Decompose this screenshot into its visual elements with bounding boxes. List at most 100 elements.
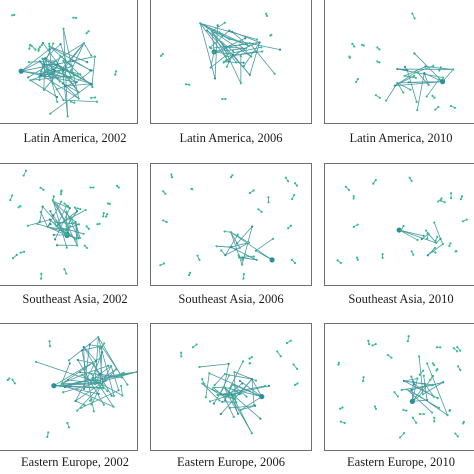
network-edge	[27, 219, 51, 227]
component-node	[248, 357, 251, 360]
network-node	[110, 394, 113, 397]
component-node	[51, 198, 54, 202]
network-node	[38, 75, 41, 78]
network-node	[41, 205, 44, 208]
network-node	[86, 61, 89, 64]
network-node	[244, 37, 247, 40]
network-node	[215, 245, 218, 248]
network-node	[73, 206, 76, 209]
network-node	[38, 78, 41, 81]
network-edge	[251, 379, 255, 405]
network-edges	[216, 226, 274, 265]
component-node	[398, 436, 402, 439]
network-node	[121, 376, 124, 379]
component-node	[418, 373, 421, 376]
network-node	[234, 248, 237, 251]
component-node	[248, 362, 251, 365]
component-node	[221, 97, 224, 101]
network-node	[48, 48, 51, 51]
network-edge	[202, 383, 220, 395]
component-node	[449, 242, 452, 245]
component-node	[402, 432, 406, 435]
network-node	[112, 405, 115, 408]
network-node	[91, 362, 94, 365]
component-node	[290, 258, 294, 261]
network-node	[406, 388, 409, 391]
network-edge	[224, 383, 243, 398]
component-node	[402, 224, 405, 228]
component-node	[362, 44, 365, 47]
component-node	[164, 192, 167, 195]
component-node	[241, 258, 244, 261]
component-node	[40, 43, 44, 46]
network-edge	[255, 250, 273, 261]
network-edge	[75, 221, 81, 238]
component-node	[343, 421, 346, 425]
network-edges	[35, 336, 137, 412]
network-edge	[255, 238, 274, 252]
component-node	[19, 251, 22, 254]
network-node	[27, 76, 30, 79]
network-edge	[249, 42, 275, 75]
network-edge	[236, 226, 253, 244]
network-node	[410, 375, 413, 378]
network-node	[48, 218, 52, 221]
network-node	[90, 372, 93, 375]
panel-caption-eastern-europe-2006: Eastern Europe, 2006	[177, 455, 285, 469]
network-node	[234, 398, 237, 401]
component-node	[114, 73, 117, 76]
component-node	[339, 261, 342, 264]
network-edge	[394, 81, 443, 87]
network-node	[52, 42, 55, 45]
network-panel-southeast-asia-2002	[0, 163, 138, 286]
component-node	[449, 192, 453, 195]
network-edge	[239, 380, 263, 397]
network-node	[422, 234, 425, 237]
component-node	[161, 52, 164, 56]
component-node	[106, 202, 110, 205]
network-edge	[205, 373, 210, 398]
network-node	[95, 100, 99, 103]
network-node	[64, 228, 67, 232]
network-node	[228, 38, 231, 41]
network-node	[55, 88, 58, 91]
network-node	[255, 258, 258, 261]
network-node	[76, 74, 79, 77]
component-node	[433, 364, 436, 367]
network-node	[255, 38, 259, 41]
component-node	[89, 186, 92, 189]
network-edge	[209, 30, 230, 48]
network-edge	[62, 60, 72, 78]
panel-caption-southeast-asia-2010: Southeast Asia, 2010	[348, 292, 454, 306]
network-node	[52, 233, 55, 236]
network-node	[410, 388, 413, 392]
component-node	[393, 391, 396, 394]
network-edge	[54, 207, 71, 240]
component-node	[422, 369, 425, 372]
network-node	[227, 60, 230, 63]
component-node	[191, 188, 194, 191]
component-node	[367, 339, 370, 342]
component-node	[17, 206, 20, 209]
component-node	[162, 219, 165, 222]
network-node	[83, 387, 86, 391]
component-node	[429, 378, 432, 381]
network-edge	[433, 222, 441, 240]
component-node	[415, 421, 418, 424]
network-node	[92, 410, 95, 413]
network-node	[271, 237, 275, 240]
network-node	[49, 210, 52, 213]
network-edge	[229, 387, 241, 395]
component-node	[410, 179, 413, 182]
component-node	[115, 70, 118, 73]
network-edge	[241, 226, 253, 265]
network-node	[75, 81, 78, 84]
panel-caption-southeast-asia-2002: Southeast Asia, 2002	[22, 292, 128, 306]
network-edge	[206, 30, 234, 52]
network-node	[239, 392, 242, 395]
network-edge	[231, 394, 237, 403]
network-node	[222, 61, 225, 64]
component-node	[242, 277, 245, 280]
network-edge	[37, 223, 68, 234]
component-node	[30, 44, 33, 47]
